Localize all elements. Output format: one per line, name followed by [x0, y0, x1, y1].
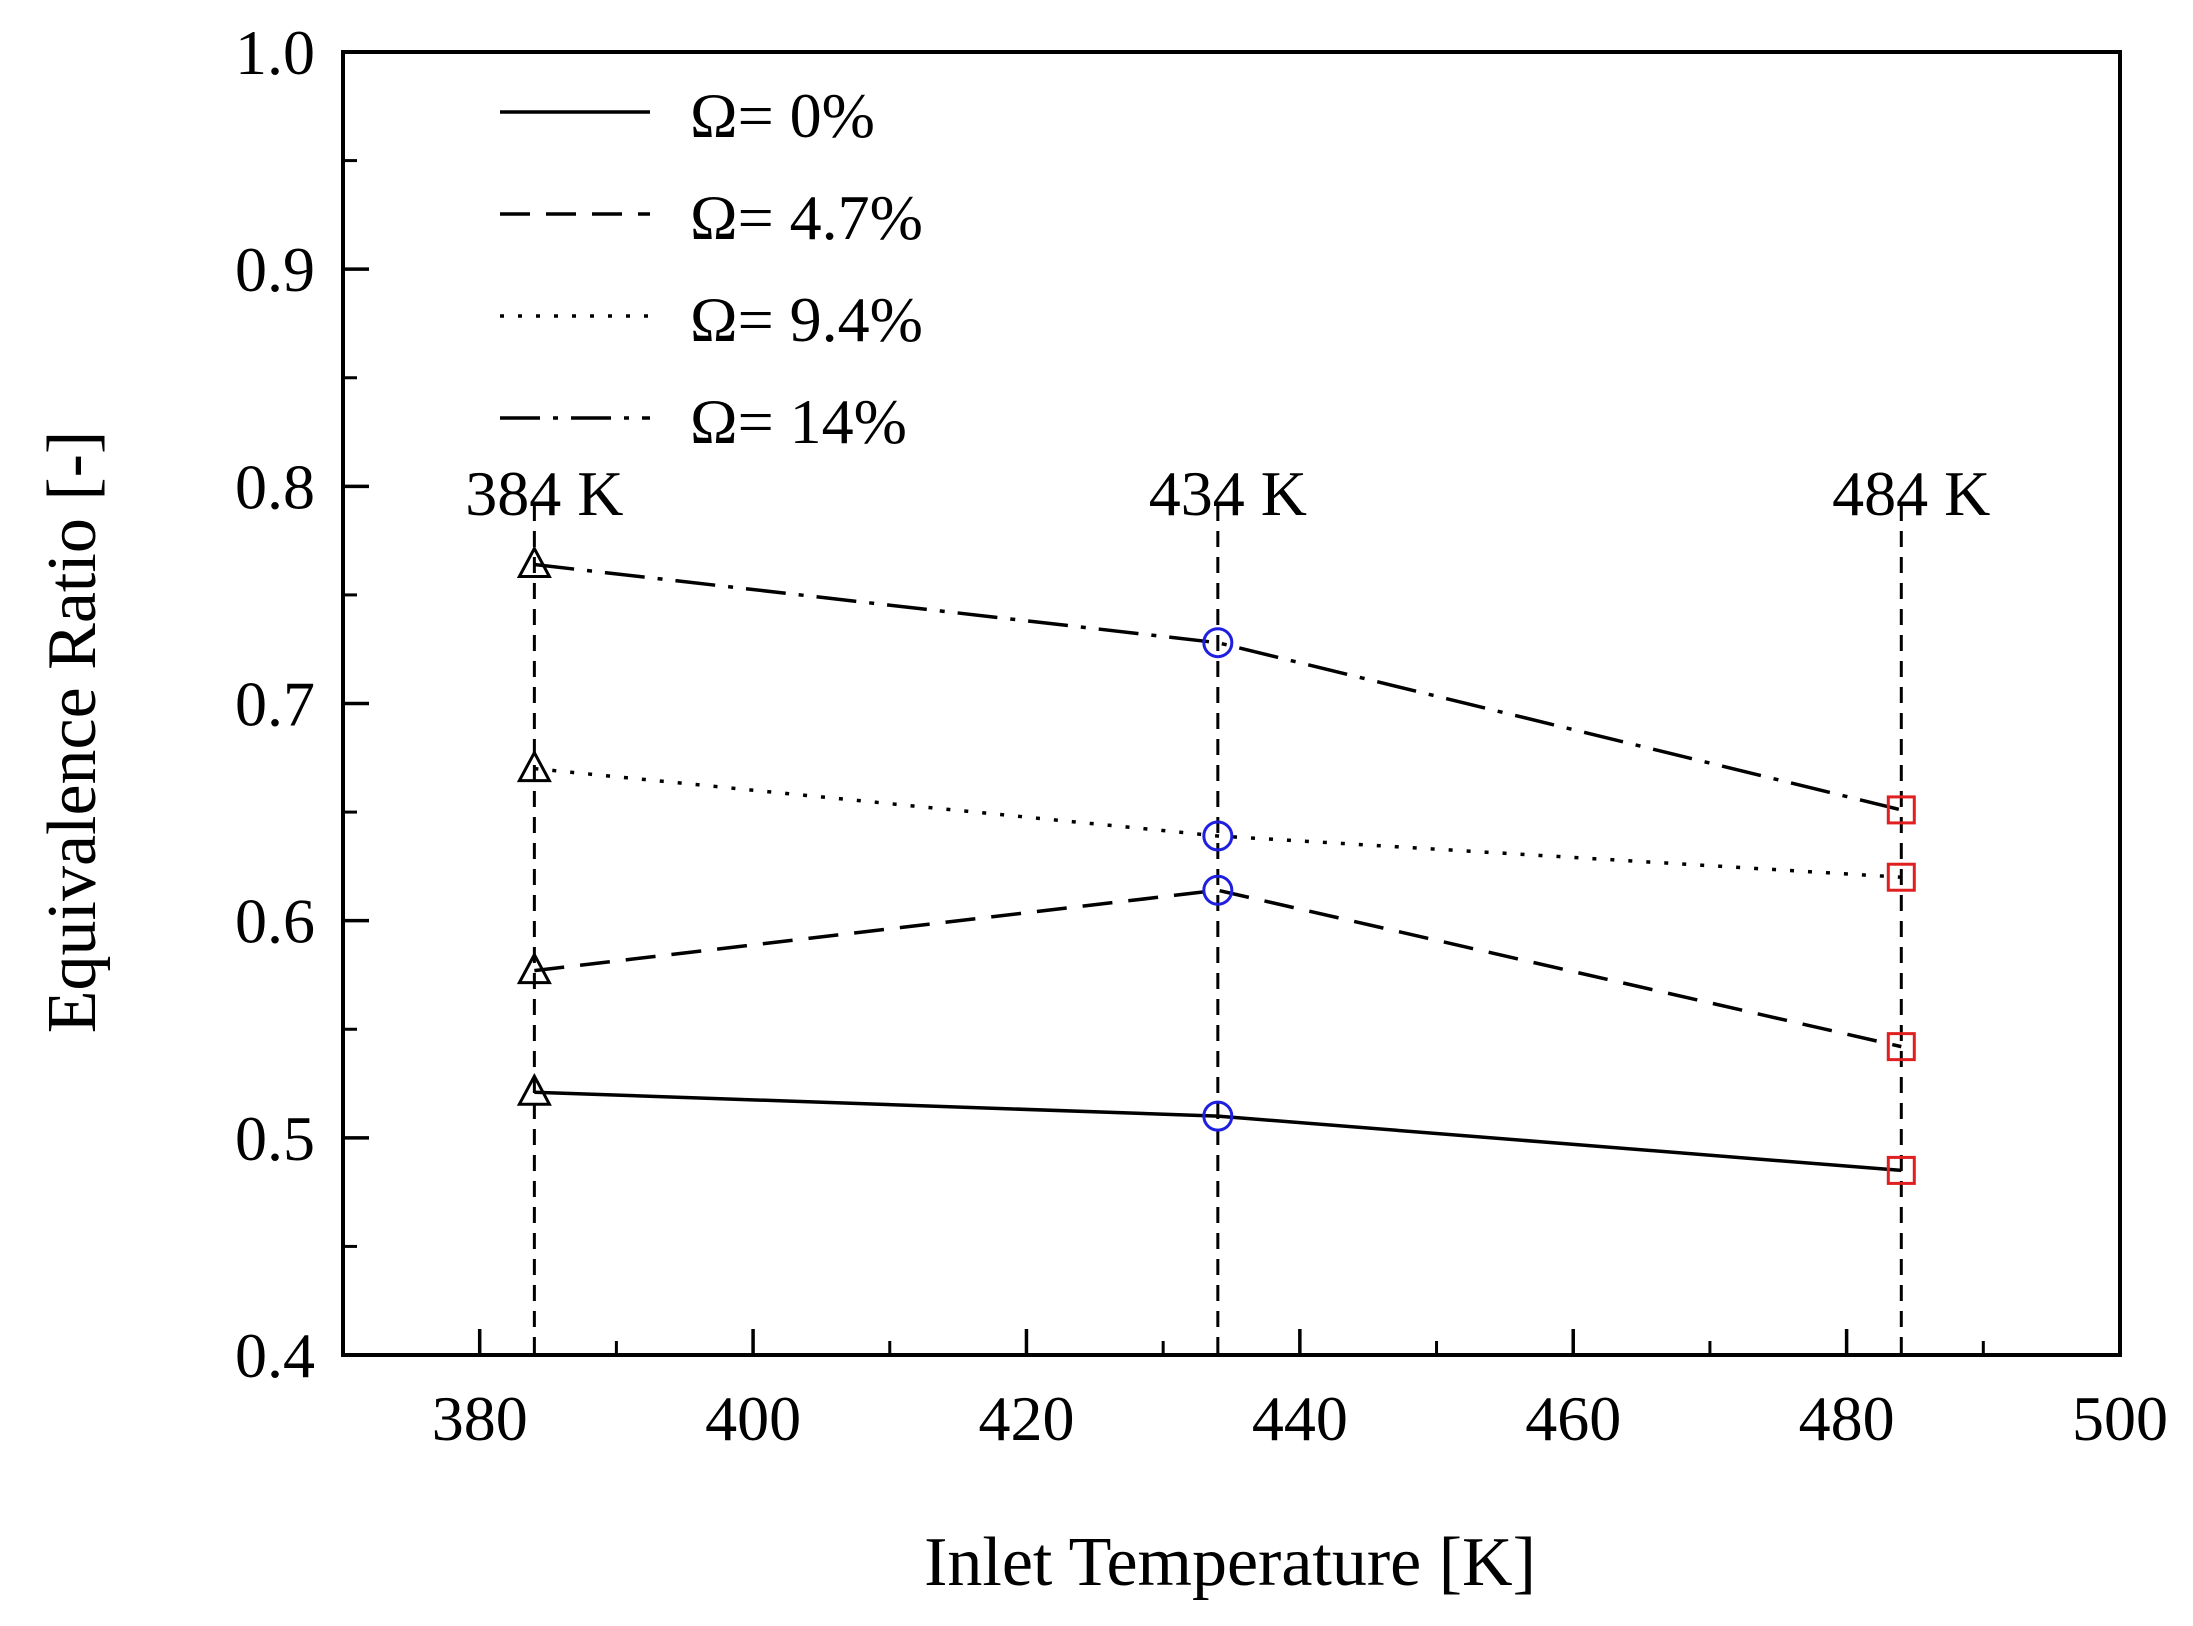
data-point-s1-384 — [516, 951, 552, 985]
y-tick-label-5: 0.9 — [235, 234, 315, 305]
data-point-s1-434 — [1202, 874, 1234, 906]
data-point-s3-434 — [1202, 627, 1234, 659]
data-point-s0-484 — [1886, 1155, 1916, 1185]
plot-frame — [341, 50, 2122, 1357]
data-point-s2-384 — [516, 749, 552, 783]
series-line-1 — [534, 888, 1902, 1049]
y-tick-label-3: 0.7 — [235, 669, 315, 740]
temperature-label-434: 434 K — [1149, 458, 1307, 529]
legend-label-0: Ω= 0% — [690, 80, 875, 151]
y-tick-label-6: 1.0 — [235, 17, 315, 88]
data-point-s3-484 — [1886, 795, 1916, 825]
axes: 380 400 420 440 460 480 500 0.4 0.5 0.6 0.7 0.8 0.9 1… — [235, 17, 2168, 1454]
y-tick-label-1: 0.5 — [235, 1103, 315, 1174]
x-tick-label-400: 400 — [705, 1383, 801, 1454]
y-tick-label-4: 0.8 — [235, 451, 315, 522]
y-axis-title: Equivalence Ratio [-] — [34, 431, 111, 1034]
y-tick-label-2: 0.6 — [235, 886, 315, 957]
series-line-0 — [534, 1090, 1902, 1173]
data-point-s0-434 — [1202, 1100, 1234, 1132]
legend: Ω= 0% Ω= 4.7% Ω= 9.4% Ω= 14% — [500, 80, 923, 457]
plot-area: 384 K 434 K 484 K — [465, 458, 1990, 1355]
data-point-s0-384 — [516, 1073, 552, 1106]
data-point-s2-484 — [1886, 862, 1916, 892]
y-tick-label-0: 0.4 — [235, 1320, 315, 1391]
legend-label-3: Ω= 14% — [690, 386, 907, 457]
temperature-label-484: 484 K — [1832, 458, 1990, 529]
data-point-s2-434 — [1202, 820, 1234, 852]
temperature-label-384: 384 K — [465, 458, 623, 529]
x-tick-label-500: 500 — [2072, 1383, 2168, 1454]
series-line-3 — [534, 562, 1902, 812]
x-tick-label-380: 380 — [432, 1383, 528, 1454]
series-line-2 — [534, 766, 1902, 879]
x-tick-label-420: 420 — [978, 1383, 1074, 1454]
data-point-s3-384 — [516, 545, 552, 579]
x-axis-title: Inlet Temperature [K] — [924, 1524, 1536, 1601]
legend-label-2: Ω= 9.4% — [690, 284, 923, 355]
data-point-s1-484 — [1886, 1032, 1916, 1062]
x-tick-label-440: 440 — [1252, 1383, 1348, 1454]
x-tick-label-480: 480 — [1799, 1383, 1895, 1454]
legend-label-1: Ω= 4.7% — [690, 182, 923, 253]
x-tick-label-460: 460 — [1525, 1383, 1621, 1454]
